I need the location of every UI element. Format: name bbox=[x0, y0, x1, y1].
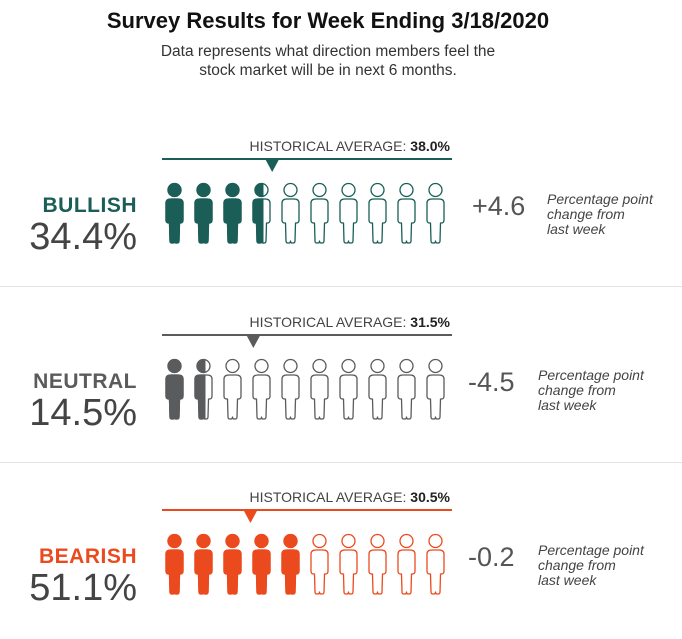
weekly-change: +4.6 bbox=[472, 191, 526, 221]
change-note-line: Percentage point bbox=[547, 191, 653, 207]
row-divider bbox=[0, 462, 682, 463]
person-icon bbox=[194, 533, 213, 595]
historical-average-value: 31.5% bbox=[410, 314, 450, 330]
person-icon bbox=[397, 533, 416, 595]
chart-subtitle: Data represents what direction members f… bbox=[0, 42, 656, 80]
sentiment-label: NEUTRAL bbox=[33, 370, 137, 393]
person-icon bbox=[426, 358, 445, 420]
person-icon bbox=[426, 533, 445, 595]
person-icon bbox=[397, 358, 416, 420]
subtitle-line-2: stock market will be in next 6 months. bbox=[199, 62, 457, 79]
change-note-line: change from bbox=[547, 206, 625, 222]
weekly-change: -0.2 bbox=[468, 542, 515, 572]
person-icon bbox=[165, 182, 184, 244]
person-icon bbox=[165, 358, 184, 420]
change-note-line: Percentage point bbox=[538, 542, 644, 558]
historical-average-marker bbox=[243, 510, 258, 523]
person-icon bbox=[339, 358, 358, 420]
sentiment-percent: 51.1% bbox=[29, 567, 137, 609]
historical-average-value: 38.0% bbox=[410, 138, 450, 154]
change-note-line: last week bbox=[547, 221, 606, 237]
weekly-change: -4.5 bbox=[468, 367, 515, 397]
sentiment-row-bearish: HISTORICAL AVERAGE: 30.5% BEARISH 51.1% … bbox=[0, 463, 682, 639]
historical-average-value: 30.5% bbox=[410, 489, 450, 505]
person-icon bbox=[194, 358, 213, 420]
historical-average-label: HISTORICAL AVERAGE: bbox=[249, 489, 407, 505]
change-note-line: change from bbox=[538, 382, 616, 398]
change-note-line: change from bbox=[538, 557, 616, 573]
sentiment-label: BULLISH bbox=[42, 194, 137, 217]
change-note-line: last week bbox=[538, 397, 597, 413]
person-icon bbox=[310, 533, 329, 595]
person-icon bbox=[368, 358, 387, 420]
icon-strip bbox=[162, 334, 452, 420]
person-icon bbox=[165, 533, 184, 595]
sentiment-row-bullish: HISTORICAL AVERAGE: 38.0% BULLISH 34.4% … bbox=[0, 112, 682, 288]
person-icon bbox=[339, 533, 358, 595]
person-icon bbox=[339, 182, 358, 244]
person-icon bbox=[368, 533, 387, 595]
person-icon bbox=[223, 358, 242, 420]
subtitle-line-1: Data represents what direction members f… bbox=[160, 43, 496, 60]
historical-average: HISTORICAL AVERAGE: 30.5% bbox=[160, 489, 451, 505]
person-icon bbox=[426, 182, 445, 244]
sentiment-label: BEARISH bbox=[38, 545, 137, 568]
person-icon bbox=[281, 358, 300, 420]
historical-average-label: HISTORICAL AVERAGE: bbox=[249, 314, 407, 330]
person-icon bbox=[194, 182, 213, 244]
historical-average-label: HISTORICAL AVERAGE: bbox=[249, 138, 407, 154]
person-icon bbox=[252, 358, 271, 420]
icon-strip bbox=[162, 509, 452, 595]
person-icon bbox=[310, 182, 329, 244]
chart-title: Survey Results for Week Ending 3/18/2020 bbox=[106, 8, 550, 33]
sentiment-percent: 34.4% bbox=[29, 216, 137, 258]
change-note-line: Percentage point bbox=[538, 367, 644, 383]
change-note: Percentage point change from last week bbox=[547, 192, 682, 237]
person-icon bbox=[368, 182, 387, 244]
sentiment-row-neutral: HISTORICAL AVERAGE: 31.5% NEUTRAL 14.5% … bbox=[0, 288, 682, 464]
person-icon bbox=[281, 182, 300, 244]
person-icon bbox=[397, 182, 416, 244]
person-icon bbox=[223, 182, 242, 244]
change-note: Percentage point change from last week bbox=[538, 368, 673, 413]
historical-average: HISTORICAL AVERAGE: 31.5% bbox=[160, 314, 451, 330]
person-icon bbox=[310, 358, 329, 420]
person-icon bbox=[252, 533, 271, 595]
sentiment-percent: 14.5% bbox=[29, 392, 137, 434]
icon-strip bbox=[162, 158, 452, 244]
person-icon bbox=[252, 182, 271, 244]
change-note: Percentage point change from last week bbox=[538, 543, 673, 588]
historical-average-marker bbox=[265, 159, 280, 172]
person-icon bbox=[281, 533, 300, 595]
row-divider bbox=[0, 286, 682, 287]
historical-average-marker bbox=[246, 335, 261, 348]
change-note-line: last week bbox=[538, 572, 597, 588]
person-icon bbox=[223, 533, 242, 595]
historical-average: HISTORICAL AVERAGE: 38.0% bbox=[160, 138, 451, 154]
